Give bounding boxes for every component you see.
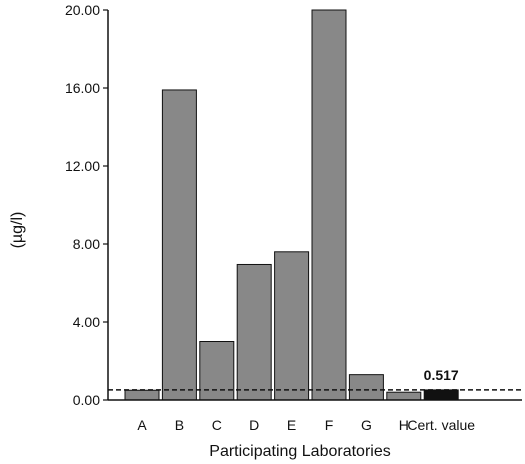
certified-value-label: 0.517	[424, 367, 459, 383]
y-tick-label: 8.00	[73, 236, 100, 252]
y-tick-label: 0.00	[73, 392, 100, 408]
x-tick-label: E	[287, 417, 296, 433]
bar-lab-h	[386, 391, 422, 401]
bar-lab-b	[161, 89, 197, 401]
x-tick-label: G	[361, 417, 372, 433]
x-axis-title: Participating Laboratories	[209, 443, 390, 460]
bar-lab-d	[236, 263, 272, 401]
x-tick-label: D	[249, 417, 259, 433]
bar-lab-f	[311, 9, 347, 401]
bar-certified-value	[423, 389, 459, 401]
x-tick-label: Cert. value	[407, 417, 475, 433]
y-tick-label: 4.00	[73, 314, 100, 330]
x-tick-label: H	[399, 417, 409, 433]
x-tick-label: C	[212, 417, 222, 433]
bars	[124, 9, 459, 401]
bar-lab-a	[124, 389, 160, 401]
y-axis-title: (µg/l)	[9, 212, 26, 249]
x-tick-label: F	[325, 417, 334, 433]
bar-lab-g	[348, 374, 384, 401]
x-tick-label: B	[175, 417, 184, 433]
bar-lab-c	[199, 341, 235, 401]
y-tick-label: 12.00	[65, 158, 100, 174]
bar-lab-e	[274, 251, 310, 401]
y-tick-label: 20.00	[65, 2, 100, 18]
y-tick-label: 16.00	[65, 80, 100, 96]
x-tick-label: A	[137, 417, 147, 433]
y-axis-ticks: 0.00 4.00 8.00 12.00 16.00 20.00	[65, 2, 108, 408]
